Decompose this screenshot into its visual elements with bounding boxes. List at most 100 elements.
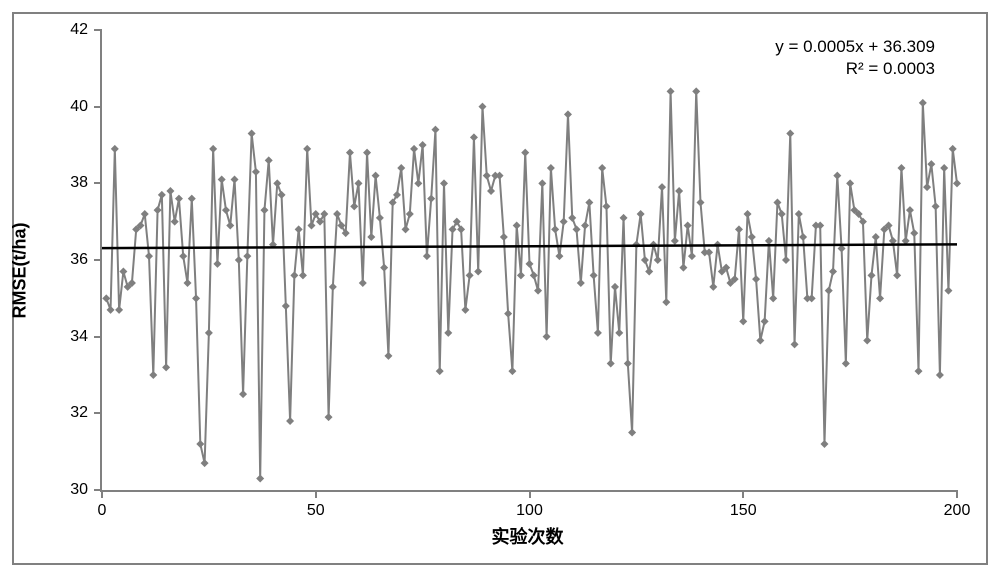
data-marker [709, 283, 717, 291]
data-marker [551, 225, 559, 233]
plot-area: y = 0.0005x + 36.309 R² = 0.0003 3032343… [100, 30, 957, 492]
data-marker [256, 475, 264, 483]
data-marker [791, 340, 799, 348]
data-marker [825, 287, 833, 295]
data-marker [461, 306, 469, 314]
trend-equation-annotation: y = 0.0005x + 36.309 R² = 0.0003 [775, 36, 935, 80]
data-marker [483, 172, 491, 180]
data-marker [111, 145, 119, 153]
data-marker [410, 145, 418, 153]
data-marker [654, 256, 662, 264]
data-marker [192, 294, 200, 302]
data-marker [312, 210, 320, 218]
data-marker [355, 179, 363, 187]
data-marker [590, 271, 598, 279]
data-marker [598, 164, 606, 172]
y-tick [94, 106, 102, 108]
y-tick [94, 412, 102, 414]
data-marker [517, 271, 525, 279]
data-marker [248, 130, 256, 138]
data-marker [316, 218, 324, 226]
data-marker [744, 210, 752, 218]
data-marker [658, 183, 666, 191]
x-tick [956, 490, 958, 498]
data-marker [243, 252, 251, 260]
data-marker [671, 237, 679, 245]
data-marker [303, 145, 311, 153]
data-marker [692, 87, 700, 95]
data-marker [222, 206, 230, 214]
data-marker [906, 206, 914, 214]
data-marker [829, 268, 837, 276]
data-marker [265, 156, 273, 164]
data-marker [534, 287, 542, 295]
data-marker [470, 133, 478, 141]
y-tick [94, 336, 102, 338]
data-marker [684, 222, 692, 230]
data-marker [141, 210, 149, 218]
y-tick-label: 36 [70, 251, 88, 269]
data-marker [380, 264, 388, 272]
data-marker [299, 271, 307, 279]
data-marker [149, 371, 157, 379]
data-marker [466, 271, 474, 279]
data-marker [628, 429, 636, 437]
data-marker [675, 187, 683, 195]
data-marker [863, 337, 871, 345]
data-marker [607, 360, 615, 368]
data-marker [444, 329, 452, 337]
data-marker [560, 218, 568, 226]
y-tick [94, 29, 102, 31]
data-marker [893, 271, 901, 279]
data-marker [782, 256, 790, 264]
data-marker [594, 329, 602, 337]
data-marker [282, 302, 290, 310]
x-tick [742, 490, 744, 498]
data-marker [453, 218, 461, 226]
data-marker [393, 191, 401, 199]
data-marker [419, 141, 427, 149]
data-marker [513, 222, 521, 230]
data-marker [820, 440, 828, 448]
data-marker [773, 199, 781, 207]
data-marker [278, 191, 286, 199]
data-marker [927, 160, 935, 168]
x-tick-label: 50 [307, 502, 325, 520]
data-marker [611, 283, 619, 291]
data-marker [205, 329, 213, 337]
data-marker [662, 298, 670, 306]
data-marker [346, 149, 354, 157]
data-marker [179, 252, 187, 260]
data-marker [171, 218, 179, 226]
data-marker [752, 275, 760, 283]
data-marker [769, 294, 777, 302]
data-marker [795, 210, 803, 218]
data-marker [423, 252, 431, 260]
data-marker [500, 233, 508, 241]
data-marker [667, 87, 675, 95]
data-marker [624, 360, 632, 368]
data-marker [260, 206, 268, 214]
data-marker [577, 279, 585, 287]
data-marker [816, 222, 824, 230]
data-series-layer [102, 30, 957, 490]
data-marker [145, 252, 153, 260]
data-marker [337, 222, 345, 230]
data-marker [697, 199, 705, 207]
y-tick-label: 40 [70, 98, 88, 116]
data-marker [154, 206, 162, 214]
data-marker [620, 214, 628, 222]
data-marker [765, 237, 773, 245]
data-marker [107, 306, 115, 314]
data-marker [602, 202, 610, 210]
y-tick-label: 32 [70, 404, 88, 422]
data-marker [226, 222, 234, 230]
data-marker [162, 363, 170, 371]
y-tick-label: 30 [70, 481, 88, 499]
data-marker [342, 229, 350, 237]
data-marker [543, 333, 551, 341]
data-marker [402, 225, 410, 233]
data-marker [778, 210, 786, 218]
data-marker [384, 352, 392, 360]
data-marker [748, 233, 756, 241]
